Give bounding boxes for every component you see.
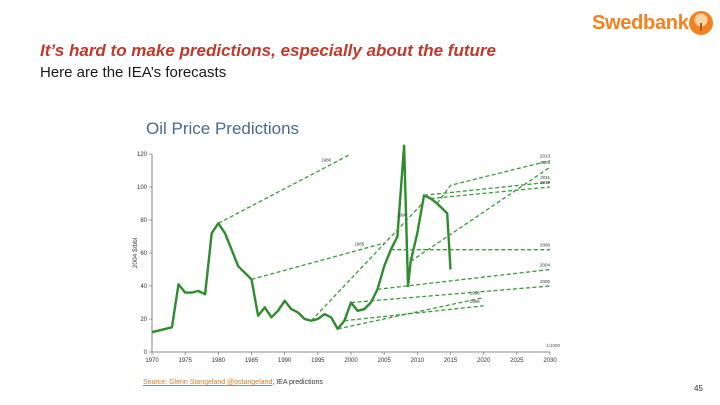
x-tick-label: 2005 — [377, 358, 391, 363]
forecast-label: 2013 — [540, 154, 551, 159]
chart-svg: Oil Price Predictions 2004 $/bbl 1/1000 … — [110, 108, 572, 364]
chart-title: Oil Price Predictions — [146, 119, 299, 138]
slide-title: It’s hard to make predictions, especiall… — [40, 41, 496, 60]
y-tick-label: 100 — [137, 185, 148, 191]
series-actual-line — [151, 144, 452, 334]
forecast-label: 1999 — [470, 299, 481, 304]
x-tick-label: 2020 — [477, 358, 491, 363]
forecast-line-2000 — [350, 285, 551, 304]
forecast-label: 2000 — [540, 279, 551, 284]
brand-name: Swedbank — [592, 12, 689, 34]
x-tick-label: 1970 — [145, 358, 159, 363]
y-axis-label: 2004 $/bbl — [132, 237, 139, 268]
y-tick-label: 80 — [140, 218, 147, 224]
x-tick-label: 1975 — [178, 358, 192, 363]
forecast-line-1994 — [310, 201, 425, 322]
plot-group: 1980 1985 1994 1998 1999 2000 2004 2006 2009 2011… — [151, 144, 551, 334]
forecast-label: 2006 — [540, 243, 551, 248]
y-tick-label: 120 — [137, 152, 148, 158]
forecast-line-1999 — [344, 305, 484, 322]
x-tick-label: 2025 — [510, 358, 524, 363]
oil-price-chart: Oil Price Predictions 2004 $/bbl 1/1000 … — [110, 108, 572, 364]
forecast-label: 1994 — [397, 213, 408, 218]
forecast-line-2004 — [377, 268, 551, 290]
x-tick-label: 2000 — [344, 358, 358, 363]
x-tick-label: 1995 — [311, 358, 325, 363]
page-number: 45 — [694, 384, 703, 393]
x-tick-label: 2015 — [444, 358, 458, 363]
forecast-label: 1985 — [354, 242, 365, 247]
forecast-label: 1980 — [321, 157, 332, 162]
forecast-label: 2012 — [540, 180, 551, 185]
forecast-line-2012 — [430, 186, 551, 200]
y-tick-label: 0 — [144, 350, 148, 356]
corner-note: 1/1000 — [546, 343, 560, 348]
forecast-line-2009 — [410, 166, 551, 262]
forecast-line-2013 — [436, 159, 551, 204]
oak-tree-logo-icon — [689, 11, 713, 35]
axes-group: 1970 1975 1980 1985 1990 1995 2000 2005 2010 2015… — [137, 152, 557, 364]
swedbank-logo: Swedbank — [592, 8, 714, 40]
source-link[interactable]: Source: Glenn Stangeland @ostangeland — [143, 379, 273, 386]
chart-background — [110, 108, 572, 363]
source-rest: , IEA predictions — [272, 379, 323, 386]
x-tick-label: 1985 — [245, 358, 259, 363]
x-tick-label: 1990 — [278, 358, 292, 363]
y-tick-label: 40 — [140, 284, 147, 290]
x-tick-label: 1980 — [212, 358, 226, 363]
forecast-line-1985 — [251, 242, 385, 281]
y-tick-label: 60 — [140, 251, 147, 257]
forecast-label: 2011 — [540, 175, 550, 180]
forecast-line-1980 — [217, 153, 352, 224]
footer-source: Source: Glenn Stangeland @ostangeland, I… — [143, 379, 323, 386]
forecast-label: 2009 — [540, 160, 551, 165]
forecast-line-2011 — [423, 181, 551, 196]
forecast-label: 2004 — [540, 263, 551, 268]
y-tick-label: 20 — [140, 317, 147, 323]
x-tick-label: 2030 — [543, 358, 557, 363]
slide-subtitle: Here are the IEA’s forecasts — [40, 64, 227, 81]
forecast-label: 1998 — [470, 291, 481, 296]
x-tick-label: 2010 — [411, 358, 425, 363]
